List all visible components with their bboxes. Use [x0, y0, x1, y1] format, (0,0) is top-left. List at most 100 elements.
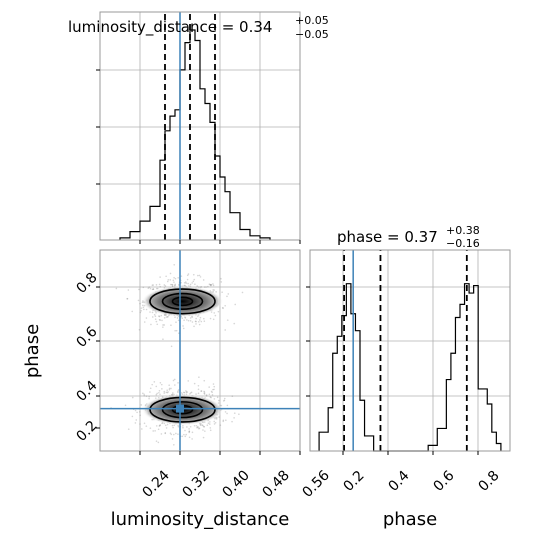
scatter-point — [200, 390, 203, 392]
scatter-point — [149, 287, 152, 290]
scatter-point — [138, 328, 141, 331]
scatter-point — [172, 433, 175, 436]
scatter-point — [188, 428, 190, 430]
scatter-point — [160, 314, 163, 317]
scatter-point — [166, 389, 168, 392]
scatter-point — [177, 391, 179, 394]
contour-mode-1-level-2 — [149, 396, 216, 423]
phase-hist-bin — [492, 432, 497, 451]
scatter-point — [211, 391, 213, 394]
scatter-point — [234, 303, 237, 306]
scatter-point — [194, 320, 197, 323]
scatter-point — [159, 381, 162, 384]
scatter-point — [176, 317, 179, 319]
scatter-point — [189, 320, 192, 322]
scatter-point — [139, 302, 141, 305]
scatter-point — [127, 289, 130, 291]
phase-hist-bin — [474, 286, 479, 451]
scatter-point — [213, 385, 216, 388]
scatter-point — [183, 284, 186, 287]
scatter-point — [163, 324, 166, 326]
scatter-point — [159, 285, 162, 288]
scatter-point — [149, 311, 151, 313]
scatter-point — [213, 312, 216, 314]
scatter-point — [195, 393, 197, 395]
scatter-point — [213, 423, 216, 425]
ld-hist-bin — [140, 221, 150, 240]
scatter-point — [181, 435, 184, 438]
scatter-point — [166, 280, 169, 283]
scatter-point — [213, 388, 215, 391]
scatter-point — [165, 391, 168, 394]
scatter-point — [162, 326, 164, 328]
scatter-point — [202, 436, 205, 439]
scatter-point — [197, 315, 199, 317]
scatter-point — [182, 426, 184, 429]
scatter-point — [184, 281, 187, 283]
x-tick-ld-1: 0.32 — [180, 467, 213, 500]
scatter-point — [127, 428, 130, 430]
scatter-point — [138, 411, 141, 413]
scatter-point — [164, 432, 167, 435]
scatter-point — [200, 286, 203, 288]
scatter-point — [193, 278, 196, 281]
scatter-point — [221, 306, 224, 309]
scatter-point — [168, 387, 171, 390]
phase-hist-bin — [478, 389, 487, 451]
scatter-point — [203, 317, 205, 320]
scatter-point — [208, 386, 210, 388]
scatter-point — [214, 421, 217, 424]
scatter-point — [173, 285, 176, 287]
scatter-point — [198, 323, 201, 326]
scatter-point — [137, 299, 140, 302]
scatter-point — [226, 404, 229, 407]
scatter-point — [163, 284, 166, 286]
joint-truth-marker — [176, 404, 184, 413]
scatter-point — [223, 397, 226, 400]
phase-y-tick-labels: 0.2 0.4 0.6 0.8 — [74, 270, 101, 445]
scatter-point — [155, 393, 158, 396]
scatter-point — [205, 394, 208, 397]
scatter-point — [221, 291, 223, 294]
scatter-point — [184, 435, 187, 438]
scatter-point — [160, 383, 163, 386]
scatter-point — [180, 275, 183, 277]
scatter-point — [173, 281, 175, 283]
scatter-point — [165, 427, 168, 429]
density-mode-0 — [141, 286, 224, 317]
scatter-point — [155, 287, 158, 290]
scatter-point — [208, 393, 211, 396]
scatter-point — [208, 423, 211, 425]
scatter-point — [174, 316, 176, 319]
scatter-point — [186, 391, 188, 394]
scatter-point — [192, 273, 195, 276]
scatter-point — [203, 379, 206, 382]
scatter-point — [177, 382, 179, 384]
scatter-point — [140, 309, 142, 312]
scatter-point — [134, 422, 137, 424]
scatter-point — [186, 274, 189, 277]
scatter-point — [164, 424, 167, 427]
scatter-point — [200, 390, 202, 392]
scatter-point — [148, 395, 150, 398]
phase-hist-bin — [446, 380, 451, 451]
scatter-point — [166, 391, 169, 394]
scatter-point — [197, 384, 200, 387]
scatter-point — [155, 284, 158, 286]
ld-hist-frame — [99, 11, 301, 241]
scatter-point — [134, 409, 137, 412]
ld-hist-title: luminosity_distance = 0.34 — [68, 18, 272, 37]
ld-hist-bin — [230, 213, 240, 240]
scatter-point — [141, 428, 143, 430]
scatter-point — [191, 431, 194, 434]
scatter-point — [156, 323, 159, 326]
scatter-point — [175, 329, 178, 332]
scatter-point — [158, 425, 161, 427]
scatter-point — [190, 391, 193, 394]
scatter-point — [199, 316, 202, 319]
y-tick-phase-3: 0.8 — [74, 270, 101, 297]
scatter-point — [131, 310, 133, 313]
scatter-point — [165, 275, 167, 278]
scatter-point — [167, 315, 169, 318]
scatter-point — [136, 411, 138, 414]
